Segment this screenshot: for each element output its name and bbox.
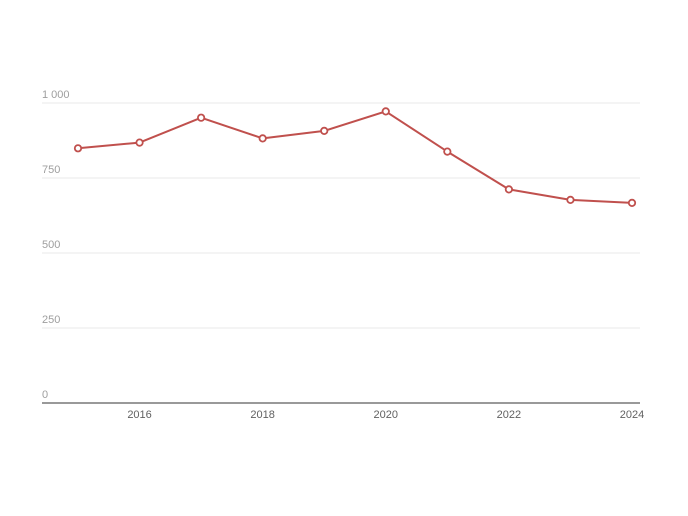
x-tick-label: 2018 bbox=[250, 409, 274, 421]
y-tick-label: 0 bbox=[42, 389, 48, 401]
data-point-2023[interactable] bbox=[566, 195, 575, 204]
x-axis-labels: 2016 2018 2020 2022 2024 bbox=[127, 409, 644, 421]
data-point-2017[interactable] bbox=[197, 113, 206, 122]
x-tick-label: 2024 bbox=[620, 409, 644, 421]
gridlines bbox=[42, 102, 640, 329]
data-point-2020[interactable] bbox=[381, 107, 390, 116]
data-point-2019[interactable] bbox=[320, 126, 329, 135]
x-tick-label: 2020 bbox=[374, 409, 398, 421]
y-tick-label: 1 000 bbox=[42, 89, 70, 101]
data-point-2024[interactable] bbox=[627, 198, 637, 207]
y-tick-label: 750 bbox=[42, 164, 60, 176]
data-point-2021[interactable] bbox=[443, 147, 452, 156]
y-axis-labels: 0 250 500 750 1 000 bbox=[42, 89, 70, 401]
data-point-2016[interactable] bbox=[135, 138, 144, 147]
y-tick-label: 500 bbox=[42, 239, 60, 251]
data-point-2018[interactable] bbox=[258, 134, 267, 143]
series-layer bbox=[73, 107, 637, 207]
x-tick-label: 2016 bbox=[127, 409, 151, 421]
data-point-2022[interactable] bbox=[504, 185, 513, 194]
data-point-2015[interactable] bbox=[73, 144, 83, 153]
x-tick-label: 2022 bbox=[497, 409, 521, 421]
y-tick-label: 250 bbox=[42, 314, 60, 326]
series-line bbox=[77, 110, 633, 204]
